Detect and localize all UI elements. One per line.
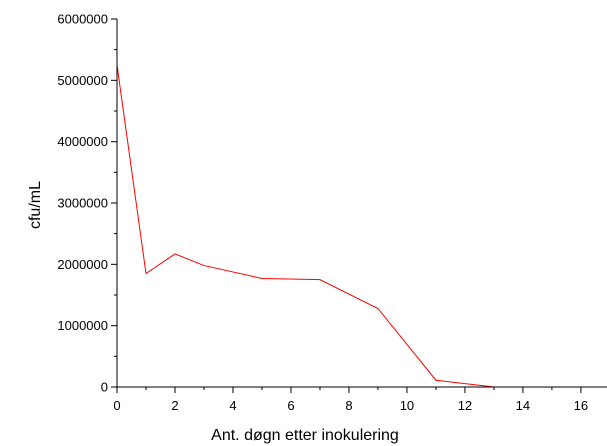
x-tick-label: 10 [400,398,414,413]
x-tick-label: 2 [171,398,178,413]
x-tick-label: 16 [574,398,588,413]
y-tick-label: 3000000 [57,196,108,211]
y-tick-label: 2000000 [57,257,108,272]
y-axis-ticks: 0 1000000 2000000 3000000 4000000 5000000 6000… [57,12,117,395]
y-axis-title: cfu/mL [27,181,44,229]
y-tick-label: 5000000 [57,73,108,88]
series-line [117,64,607,388]
x-tick-label: 4 [229,398,236,413]
x-tick-label: 8 [345,398,352,413]
x-tick-label: 12 [458,398,472,413]
x-axis-ticks: 0 2 4 6 8 10 12 14 16 [113,387,588,413]
y-tick-label: 4000000 [57,134,108,149]
y-tick-label: 1000000 [57,318,108,333]
x-axis-title: Ant. døgn etter inokulering [211,427,399,444]
series-layer [117,64,607,388]
x-tick-label: 0 [113,398,120,413]
y-tick-label: 6000000 [57,12,108,27]
x-tick-label: 14 [516,398,530,413]
y-tick-label: 0 [101,380,108,395]
plot-area: 0 2 4 6 8 10 12 14 16 0 1000000 2000000 3000000 4000… [57,12,607,413]
x-tick-label: 6 [287,398,294,413]
